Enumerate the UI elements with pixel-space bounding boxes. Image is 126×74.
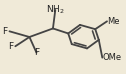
Text: F: F <box>2 27 7 36</box>
Text: F: F <box>34 48 39 57</box>
Text: Me: Me <box>107 17 119 26</box>
Text: OMe: OMe <box>102 53 121 62</box>
Text: F: F <box>8 42 13 51</box>
Text: NH$_2$: NH$_2$ <box>46 4 65 16</box>
